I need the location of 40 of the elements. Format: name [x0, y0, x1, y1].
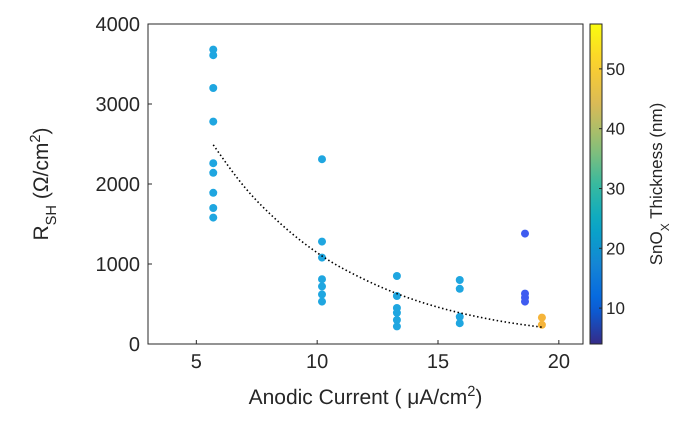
x-axis-title: Anodic Current ( μA/cm$^{2}$) [248, 384, 482, 409]
x-tick-label: 20 [548, 351, 570, 373]
point [392, 316, 401, 324]
point [456, 319, 464, 328]
point [318, 155, 326, 164]
x-tick-label: 10 [306, 351, 328, 373]
point [209, 51, 218, 60]
y-tick-label: 2000 [96, 174, 140, 196]
point [538, 320, 546, 329]
point [209, 118, 218, 126]
point [392, 292, 401, 300]
point [209, 204, 218, 212]
point [318, 238, 326, 246]
y-tick-label: 4000 [96, 14, 140, 36]
point [392, 272, 401, 280]
point [456, 284, 464, 293]
point [538, 314, 546, 322]
y-tick-label: 0 [128, 334, 140, 356]
point [318, 298, 326, 306]
y-tick-label: 1000 [96, 254, 140, 276]
point [318, 290, 326, 298]
point [456, 276, 464, 284]
point [318, 254, 326, 262]
point [209, 168, 218, 177]
x-tick-label: 15 [426, 351, 450, 373]
color-bar-label: 40 [606, 120, 625, 139]
color-bar-label: 30 [606, 179, 625, 198]
y-tick-label: 3000 [96, 94, 140, 116]
point [521, 230, 529, 238]
point [209, 84, 218, 92]
point [209, 188, 218, 197]
color-bar-label: 10 [606, 299, 625, 318]
point [318, 282, 326, 290]
x-tick-label: 5 [190, 351, 202, 373]
color-bar-label: 50 [606, 60, 625, 79]
point [392, 322, 401, 330]
point [209, 159, 218, 168]
color-bar-label: 20 [606, 239, 625, 258]
point [209, 214, 218, 222]
point [318, 275, 326, 284]
